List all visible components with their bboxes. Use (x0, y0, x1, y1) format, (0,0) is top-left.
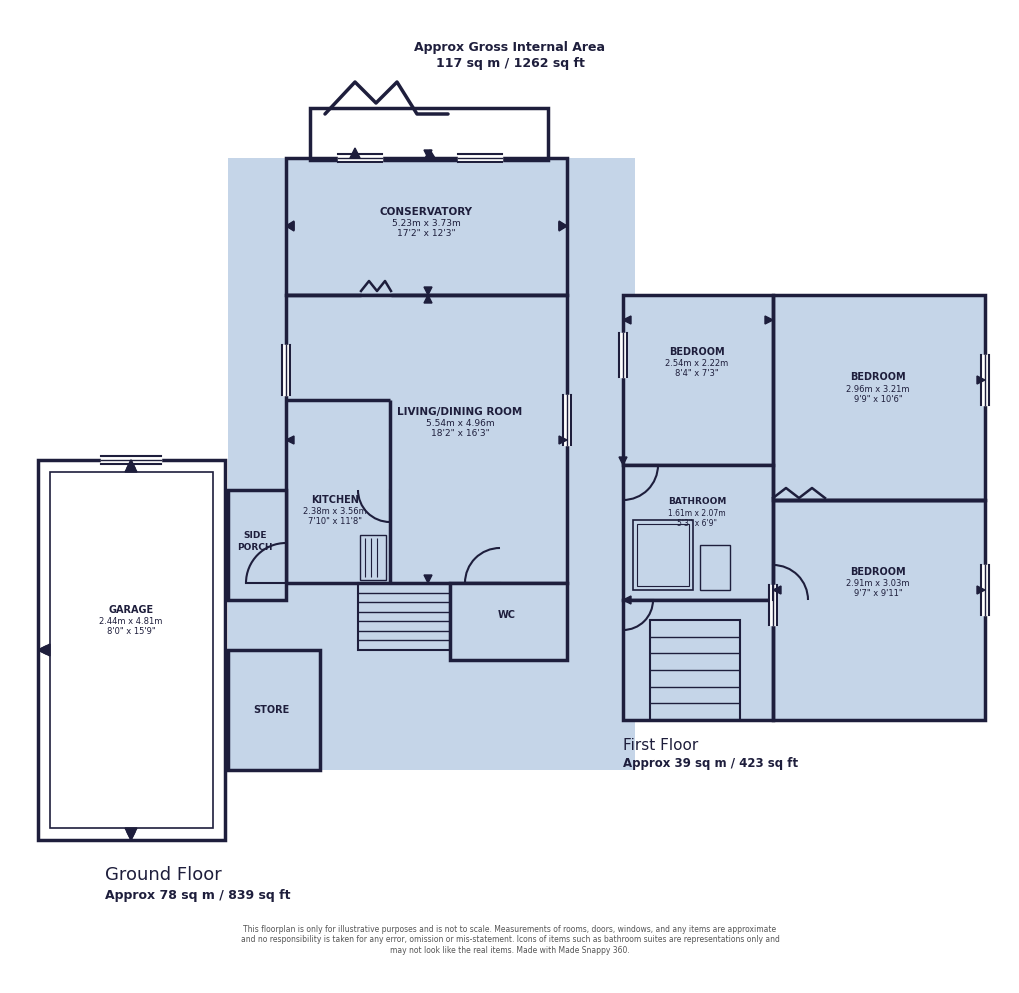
Text: 2.91m x 3.03m: 2.91m x 3.03m (846, 580, 909, 589)
Text: 5.23m x 3.73m: 5.23m x 3.73m (391, 219, 460, 228)
Text: 8'0" x 15'9": 8'0" x 15'9" (107, 628, 155, 637)
Text: STORE: STORE (253, 705, 288, 715)
Text: PORCH: PORCH (237, 543, 272, 552)
Polygon shape (619, 457, 627, 465)
Polygon shape (558, 221, 567, 231)
Bar (772, 295, 984, 500)
Text: 5.54m x 4.96m: 5.54m x 4.96m (425, 419, 494, 429)
Text: Approx 39 sq m / 423 sq ft: Approx 39 sq m / 423 sq ft (623, 757, 797, 770)
Bar (623, 295, 772, 465)
Bar (285, 158, 567, 295)
Text: KITCHEN: KITCHEN (311, 495, 359, 505)
Text: SIDE: SIDE (243, 530, 267, 539)
Polygon shape (38, 646, 46, 654)
Text: CONSERVATORY: CONSERVATORY (379, 207, 472, 217)
Bar (358, 583, 449, 650)
Polygon shape (285, 436, 293, 444)
Polygon shape (285, 221, 293, 231)
Polygon shape (424, 150, 432, 158)
Bar (772, 500, 984, 720)
Polygon shape (38, 644, 50, 656)
Text: 7'10" x 11'8": 7'10" x 11'8" (308, 517, 362, 526)
Polygon shape (558, 222, 567, 230)
Polygon shape (127, 460, 135, 468)
Text: BEDROOM: BEDROOM (850, 567, 905, 577)
Text: GARAGE: GARAGE (108, 605, 154, 615)
Text: 17'2" x 12'3": 17'2" x 12'3" (396, 229, 454, 238)
Polygon shape (623, 596, 631, 604)
Bar (623, 600, 772, 720)
Bar (360, 535, 385, 580)
Bar (228, 650, 320, 770)
Text: 2.44m x 4.81m: 2.44m x 4.81m (99, 618, 162, 627)
Polygon shape (125, 460, 137, 472)
Bar (50, 472, 213, 828)
Polygon shape (425, 150, 434, 158)
Text: WC: WC (497, 610, 516, 620)
Bar (449, 583, 567, 660)
Text: 5'3" x 6'9": 5'3" x 6'9" (677, 519, 716, 528)
Bar (228, 490, 285, 600)
Polygon shape (125, 828, 137, 840)
Bar (633, 520, 692, 590)
Bar (623, 465, 772, 600)
Polygon shape (772, 586, 781, 594)
Polygon shape (623, 316, 631, 324)
Bar (285, 295, 567, 583)
Text: 8'4" x 7'3": 8'4" x 7'3" (675, 369, 718, 378)
Text: This floorplan is only for illustrative purposes and is not to scale. Measuremen: This floorplan is only for illustrative … (240, 925, 779, 955)
Polygon shape (127, 832, 135, 840)
Text: 9'7" x 9'11": 9'7" x 9'11" (853, 590, 902, 599)
Text: 1.61m x 2.07m: 1.61m x 2.07m (667, 509, 726, 518)
Text: 117 sq m / 1262 sq ft: 117 sq m / 1262 sq ft (435, 57, 584, 70)
Polygon shape (228, 158, 635, 770)
Polygon shape (976, 376, 984, 384)
Text: BEDROOM: BEDROOM (668, 347, 725, 357)
Bar (310, 108, 547, 160)
Text: Approx Gross Internal Area: Approx Gross Internal Area (414, 42, 605, 55)
Text: BEDROOM: BEDROOM (850, 372, 905, 382)
Bar (38, 460, 225, 840)
Text: 2.54m x 2.22m: 2.54m x 2.22m (664, 359, 728, 368)
Polygon shape (764, 316, 772, 324)
Text: 2.96m x 3.21m: 2.96m x 3.21m (846, 384, 909, 393)
Polygon shape (558, 436, 567, 444)
Text: 9'9" x 10'6": 9'9" x 10'6" (853, 394, 902, 403)
Text: 18'2" x 16'3": 18'2" x 16'3" (430, 430, 489, 439)
Polygon shape (976, 586, 984, 594)
Polygon shape (285, 222, 293, 230)
Text: LIVING/DINING ROOM: LIVING/DINING ROOM (397, 407, 522, 417)
Bar (637, 524, 688, 586)
Polygon shape (424, 295, 432, 303)
Polygon shape (424, 575, 432, 583)
Text: Ground Floor: Ground Floor (105, 866, 221, 884)
Text: Approx 78 sq m / 839 sq ft: Approx 78 sq m / 839 sq ft (105, 889, 290, 902)
Text: First Floor: First Floor (623, 738, 698, 753)
Bar (649, 620, 739, 720)
Text: 2.38m x 3.56m: 2.38m x 3.56m (303, 507, 367, 516)
Polygon shape (424, 287, 432, 295)
Polygon shape (350, 148, 360, 158)
Bar (699, 545, 730, 590)
Text: BATHROOM: BATHROOM (667, 497, 726, 506)
Polygon shape (623, 295, 984, 720)
